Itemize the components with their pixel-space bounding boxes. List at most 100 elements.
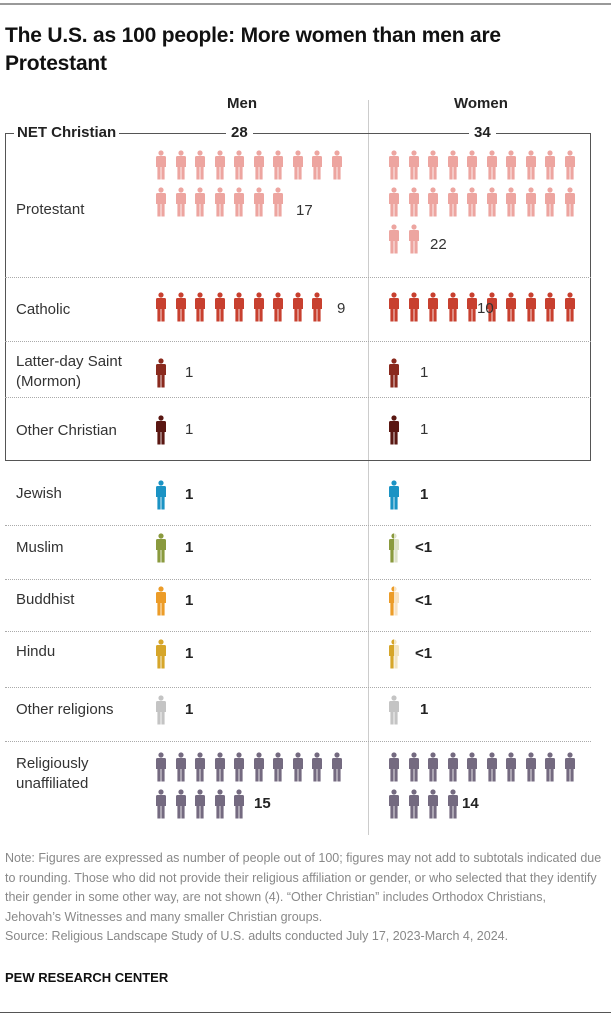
person-icon — [564, 150, 584, 180]
category-row: Religiously unaffiliated 15 14 — [5, 742, 591, 842]
person-icon — [525, 150, 545, 180]
person-icon — [544, 150, 564, 180]
category-label: Buddhist — [16, 591, 75, 608]
category-label: Religiously unaffiliated — [16, 755, 89, 792]
person-icon — [253, 292, 273, 322]
person-icon — [525, 752, 545, 782]
person-icon — [486, 150, 506, 180]
value-women: 22 — [430, 236, 447, 253]
person-icon — [408, 224, 428, 254]
value-women: 14 — [462, 795, 479, 812]
pictogram-women — [388, 150, 588, 254]
pictogram-men — [155, 586, 355, 616]
person-icon — [388, 187, 408, 217]
category-label: Catholic — [16, 301, 71, 318]
person-icon — [466, 150, 486, 180]
note-text: Note: Figures are expressed as number of… — [5, 851, 602, 924]
chart-title: The U.S. as 100 people: More women than … — [5, 24, 501, 75]
pictogram-men — [155, 752, 355, 819]
column-header-men: Men — [227, 95, 257, 112]
person-icon — [233, 292, 253, 322]
top-rule — [0, 3, 611, 5]
person-icon — [233, 187, 253, 217]
category-row: Catholic 9 10 — [5, 278, 591, 342]
person-icon — [388, 224, 408, 254]
person-icon — [194, 150, 214, 180]
person-icon — [544, 292, 564, 322]
person-icon — [388, 292, 408, 322]
value-men: 1 — [185, 486, 194, 503]
pictogram-men — [155, 695, 355, 725]
value-men: 1 — [185, 592, 194, 609]
person-icon — [155, 695, 175, 725]
person-icon — [388, 358, 408, 388]
person-icon — [272, 150, 292, 180]
person-icon — [155, 480, 175, 510]
category-row: Other Christian 1 1 — [5, 398, 591, 462]
category-label: Jewish — [16, 485, 62, 502]
person-icon — [233, 789, 253, 819]
person-icon — [194, 292, 214, 322]
bottom-rule — [0, 1012, 611, 1013]
category-label: Muslim — [16, 539, 64, 556]
value-men: 9 — [337, 300, 346, 317]
row-separator — [5, 397, 591, 398]
person-icon — [564, 752, 584, 782]
row-separator — [5, 277, 591, 278]
person-icon — [427, 150, 447, 180]
net-christian-bracket-top — [5, 133, 591, 134]
value-women: <1 — [415, 592, 433, 609]
net-christian-bracket — [5, 133, 591, 461]
person-icon — [388, 695, 408, 725]
person-icon — [486, 292, 506, 322]
person-icon — [194, 187, 214, 217]
person-icon — [272, 752, 292, 782]
person-icon — [505, 187, 525, 217]
row-separator — [5, 579, 591, 580]
pictogram-women — [388, 292, 588, 322]
pictogram-men — [155, 480, 355, 510]
person-icon — [427, 187, 447, 217]
value-women: 1 — [420, 421, 429, 438]
pictogram-women — [388, 752, 588, 819]
category-label: Other religions — [16, 701, 114, 718]
category-row: Protestant 17 22 — [5, 140, 591, 278]
person-icon — [175, 187, 195, 217]
category-row: Muslim 1 <1 — [5, 526, 591, 580]
person-icon — [525, 292, 545, 322]
person-icon — [388, 789, 408, 819]
person-icon — [505, 292, 525, 322]
person-icon — [155, 533, 175, 563]
person-icon — [388, 533, 408, 563]
person-icon — [408, 752, 428, 782]
person-icon — [214, 187, 234, 217]
pictogram-women — [388, 586, 588, 616]
net-christian-women: 34 — [469, 124, 496, 141]
column-divider — [368, 100, 369, 835]
person-icon — [447, 752, 467, 782]
person-icon — [175, 752, 195, 782]
person-icon — [233, 150, 253, 180]
person-icon — [388, 586, 408, 616]
pictogram-men — [155, 639, 355, 669]
person-icon — [155, 358, 175, 388]
person-icon — [214, 292, 234, 322]
person-icon — [564, 292, 584, 322]
person-icon — [272, 187, 292, 217]
person-icon — [292, 292, 312, 322]
person-icon — [388, 639, 408, 669]
value-men: 1 — [185, 539, 194, 556]
pictogram-men — [155, 358, 355, 388]
row-separator — [5, 631, 591, 632]
person-icon — [214, 752, 234, 782]
person-icon — [155, 789, 175, 819]
person-icon — [331, 150, 351, 180]
column-header-women: Women — [454, 95, 508, 112]
row-separator — [5, 341, 591, 342]
pictogram-men — [155, 415, 355, 445]
person-icon — [155, 639, 175, 669]
person-icon — [388, 415, 408, 445]
person-icon — [447, 187, 467, 217]
person-icon — [408, 187, 428, 217]
person-icon — [194, 789, 214, 819]
